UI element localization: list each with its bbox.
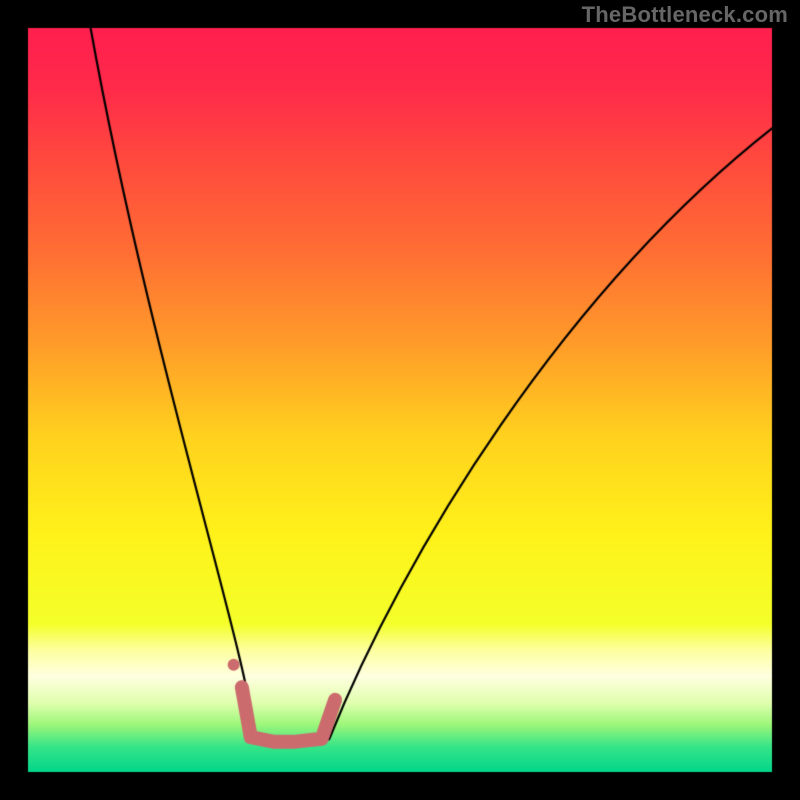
watermark-text: TheBottleneck.com [582, 2, 788, 28]
bottleneck-chart-canvas [0, 0, 800, 800]
chart-stage: TheBottleneck.com [0, 0, 800, 800]
